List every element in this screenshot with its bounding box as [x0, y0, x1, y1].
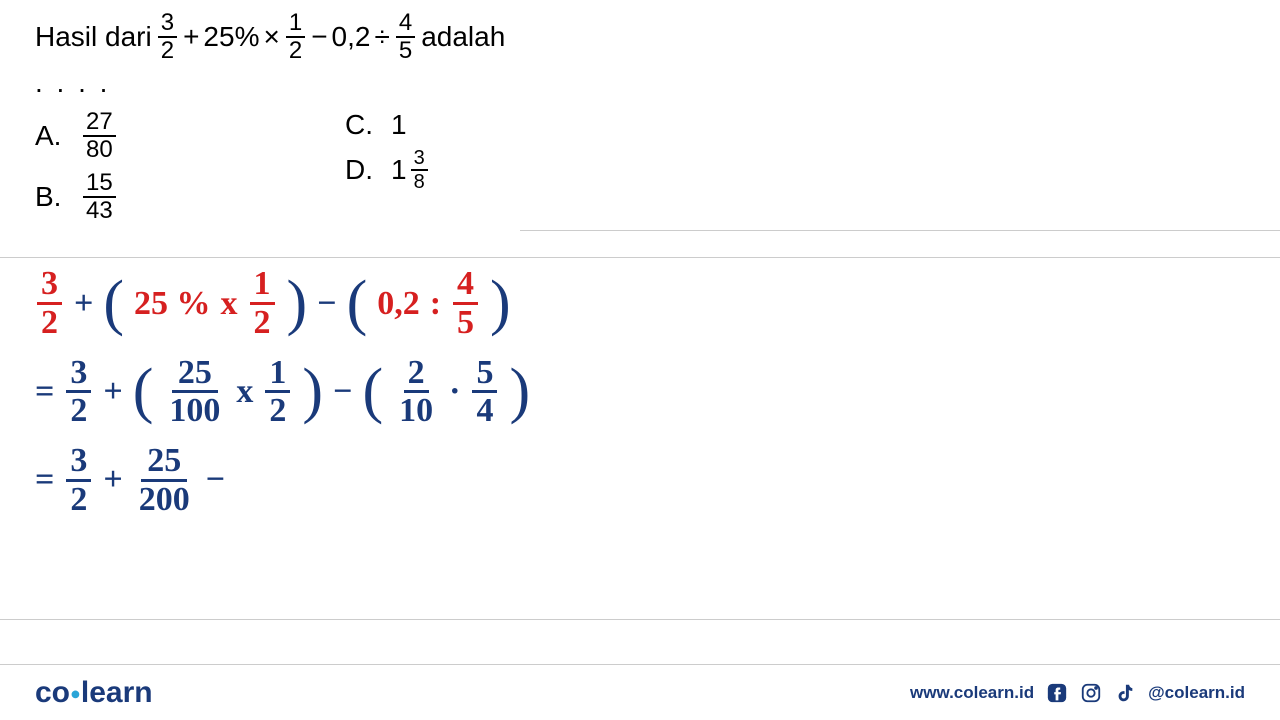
choice-a-value: 27 80 [83, 109, 116, 164]
choice-c-label: C. [345, 109, 373, 141]
logo: co●learn [35, 676, 153, 710]
q-frac-2: 1 2 [286, 10, 305, 65]
w3-f1: 3 2 [64, 443, 93, 517]
tiktok-icon [1114, 682, 1136, 704]
paren-icon: ( [133, 367, 154, 417]
q-pct: 25% [203, 21, 259, 53]
work-line-3: = 3 2 + 25 200 − [35, 443, 1245, 517]
paren-icon: ) [490, 279, 511, 329]
w3-f2: 25 200 [133, 443, 196, 517]
w2-f1: 3 2 [64, 355, 93, 429]
choice-b-value: 15 43 [83, 170, 116, 225]
q-op3: − [311, 21, 327, 53]
w3-eq: = [35, 461, 54, 499]
choice-b-label: B. [35, 181, 63, 213]
w2-f5: 5 4 [470, 355, 499, 429]
q-op1: + [183, 21, 199, 53]
w2-op4: · [449, 373, 460, 411]
choice-a-label: A. [35, 120, 63, 152]
w1-op2: x [221, 285, 238, 323]
paren-icon: ( [347, 279, 368, 329]
w2-f3: 1 2 [263, 355, 292, 429]
work-line-1: 3 2 + ( 25 % x 1 2 ) − ( 0,2 : 4 5 ) [35, 266, 1245, 340]
w2-f2: 25 100 [163, 355, 226, 429]
w1-op4: : [430, 285, 441, 323]
w1-dec: 0,2 [377, 285, 420, 323]
instagram-icon [1080, 682, 1102, 704]
footer: co●learn www.colearn.id @colearn.id [0, 664, 1280, 720]
w1-f2: 1 2 [248, 266, 277, 340]
dot-icon: ● [70, 683, 81, 703]
choice-c-value: 1 [391, 109, 407, 141]
w1-pct: 25 % [134, 285, 211, 323]
w1-op1: + [74, 285, 93, 323]
footer-handle: @colearn.id [1148, 683, 1245, 703]
paren-icon: ( [362, 367, 383, 417]
w3-op2: − [206, 461, 225, 499]
w1-op3: − [317, 285, 336, 323]
choice-a: A. 27 80 [35, 109, 345, 164]
q-frac-3: 4 5 [396, 10, 415, 65]
footer-right: www.colearn.id @colearn.id [910, 682, 1245, 704]
q-op4: ÷ [374, 21, 389, 53]
paren-icon: ( [103, 279, 124, 329]
q-dec: 0,2 [332, 21, 371, 53]
paren-icon: ) [287, 279, 308, 329]
paren-icon: ) [509, 367, 530, 417]
choice-d-label: D. [345, 154, 373, 186]
choice-c: C. 1 [345, 109, 430, 141]
footer-url: www.colearn.id [910, 683, 1034, 703]
question-dots: . . . . [0, 67, 1280, 99]
divider-partial [520, 230, 1280, 231]
w1-f3: 4 5 [451, 266, 480, 340]
q-suffix: adalah [421, 21, 505, 53]
choice-d-value: 1 3 8 [391, 147, 430, 193]
w2-op2: x [236, 373, 253, 411]
question-text: Hasil dari 3 2 + 25% × 1 2 − 0,2 ÷ 4 5 a… [35, 10, 1245, 65]
choice-d: D. 1 3 8 [345, 147, 430, 193]
w2-eq: = [35, 373, 54, 411]
w2-op3: − [333, 373, 352, 411]
w3-op1: + [103, 461, 122, 499]
work-line-2: = 3 2 + ( 25 100 x 1 2 ) − ( 2 10 · 5 4 … [35, 355, 1245, 429]
facebook-icon [1046, 682, 1068, 704]
w1-f1: 3 2 [35, 266, 64, 340]
work-area: 3 2 + ( 25 % x 1 2 ) − ( 0,2 : 4 5 ) = 3… [0, 258, 1280, 539]
w2-f4: 2 10 [393, 355, 439, 429]
q-op2: × [263, 21, 279, 53]
choices: A. 27 80 B. 15 43 C. 1 D. 1 3 8 [0, 99, 1280, 225]
paren-icon: ) [302, 367, 323, 417]
q-frac-1: 3 2 [158, 10, 177, 65]
divider-bottom [0, 619, 1280, 620]
w2-op1: + [103, 373, 122, 411]
choice-b: B. 15 43 [35, 170, 345, 225]
q-prefix: Hasil dari [35, 21, 152, 53]
